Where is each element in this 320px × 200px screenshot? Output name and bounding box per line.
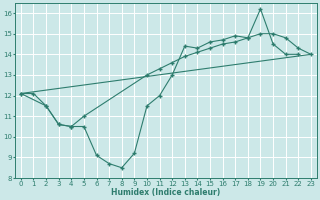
- X-axis label: Humidex (Indice chaleur): Humidex (Indice chaleur): [111, 188, 220, 197]
